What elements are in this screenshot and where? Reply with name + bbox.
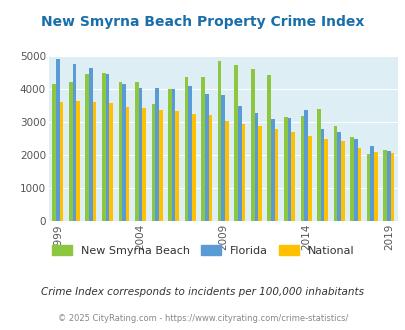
Bar xyxy=(142,108,146,221)
Bar xyxy=(102,73,105,221)
Bar xyxy=(250,69,254,221)
Bar xyxy=(366,154,369,221)
Bar xyxy=(373,152,377,221)
Bar xyxy=(105,74,109,221)
Legend: New Smyrna Beach, Florida, National: New Smyrna Beach, Florida, National xyxy=(47,241,358,260)
Bar xyxy=(72,64,76,221)
Bar xyxy=(92,102,96,221)
Bar xyxy=(60,102,63,221)
Bar xyxy=(201,77,205,221)
Bar xyxy=(237,106,241,221)
Bar xyxy=(56,59,60,221)
Bar xyxy=(386,151,390,221)
Bar xyxy=(135,82,139,221)
Bar xyxy=(291,132,294,221)
Bar xyxy=(307,136,311,221)
Bar xyxy=(171,89,175,221)
Bar xyxy=(254,113,258,221)
Bar xyxy=(168,89,171,221)
Bar xyxy=(224,121,228,221)
Bar xyxy=(155,88,158,221)
Bar xyxy=(382,150,386,221)
Bar xyxy=(274,129,278,221)
Bar xyxy=(333,126,337,221)
Bar xyxy=(184,77,188,221)
Bar xyxy=(158,110,162,221)
Bar xyxy=(76,101,80,221)
Bar xyxy=(258,126,261,221)
Text: Crime Index corresponds to incidents per 100,000 inhabitants: Crime Index corresponds to incidents per… xyxy=(41,287,364,297)
Bar xyxy=(303,110,307,221)
Bar xyxy=(300,116,303,221)
Bar xyxy=(369,146,373,221)
Bar xyxy=(208,115,212,221)
Bar xyxy=(234,65,237,221)
Bar xyxy=(241,124,245,221)
Bar xyxy=(192,114,195,221)
Bar xyxy=(52,84,56,221)
Bar xyxy=(337,132,340,221)
Bar xyxy=(284,117,287,221)
Bar xyxy=(122,84,126,221)
Bar xyxy=(69,82,72,221)
Bar xyxy=(85,74,89,221)
Bar xyxy=(353,139,357,221)
Bar xyxy=(89,68,92,221)
Bar xyxy=(357,148,360,221)
Bar xyxy=(350,137,353,221)
Text: © 2025 CityRating.com - https://www.cityrating.com/crime-statistics/: © 2025 CityRating.com - https://www.city… xyxy=(58,314,347,323)
Bar xyxy=(324,139,327,221)
Bar xyxy=(109,103,113,221)
Bar xyxy=(390,153,393,221)
Bar xyxy=(139,88,142,221)
Bar xyxy=(267,75,271,221)
Bar xyxy=(287,118,291,221)
Bar xyxy=(316,109,320,221)
Bar xyxy=(126,107,129,221)
Text: New Smyrna Beach Property Crime Index: New Smyrna Beach Property Crime Index xyxy=(41,15,364,29)
Bar xyxy=(221,95,224,221)
Bar xyxy=(118,82,122,221)
Bar xyxy=(151,104,155,221)
Bar xyxy=(271,119,274,221)
Bar xyxy=(340,141,344,221)
Bar xyxy=(205,94,208,221)
Bar xyxy=(175,111,179,221)
Bar xyxy=(217,61,221,221)
Bar xyxy=(188,86,192,221)
Bar xyxy=(320,129,324,221)
